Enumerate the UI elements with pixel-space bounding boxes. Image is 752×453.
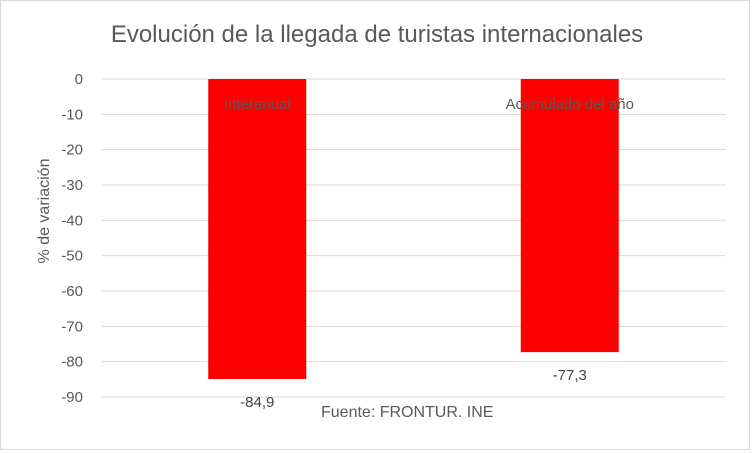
source-note: Fuente: FRONTUR. INE: [321, 404, 494, 421]
category-label: Acumulado del año: [506, 96, 634, 113]
data-label: -77,3: [553, 367, 587, 384]
y-tick-label: -90: [61, 389, 83, 406]
y-tick-label: -80: [61, 354, 83, 371]
y-tick-label: -30: [61, 177, 83, 194]
chart-title: Evolución de la llegada de turistas inte…: [110, 21, 644, 48]
category-label: Interanual: [224, 96, 291, 113]
y-tick-label: -10: [61, 106, 83, 123]
y-tick-label: -20: [61, 142, 83, 159]
y-tick-label: -40: [61, 212, 83, 229]
bar: [520, 79, 619, 353]
y-tick-label: -70: [61, 318, 83, 335]
y-tick-label: -60: [61, 283, 83, 300]
data-label: -84,9: [240, 394, 274, 411]
y-tick-label: 0: [75, 71, 83, 88]
bar: [208, 79, 307, 379]
y-tick-label: -50: [61, 248, 83, 265]
